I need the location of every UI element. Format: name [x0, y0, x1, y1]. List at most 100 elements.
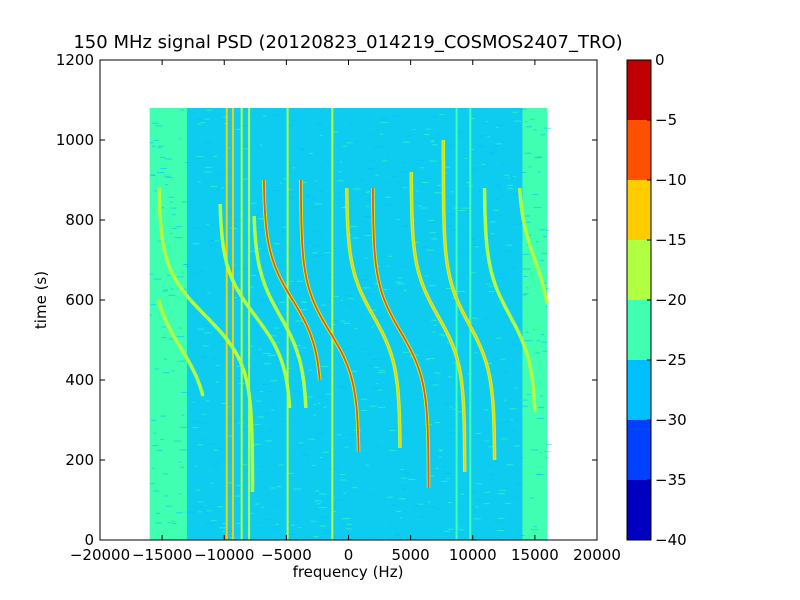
heatmap-noise-cell — [404, 225, 409, 227]
heatmap-noise-cell — [153, 278, 162, 280]
heatmap-noise-cell — [511, 344, 517, 346]
heatmap-noise-cell — [311, 465, 316, 467]
heatmap-noise-cell — [178, 493, 181, 495]
heatmap-noise-cell — [485, 164, 490, 166]
heatmap-noise-cell — [470, 150, 476, 152]
heatmap-noise-cell — [388, 255, 393, 257]
heatmap-noise-cell — [522, 253, 530, 255]
heatmap-noise-cell — [428, 219, 435, 221]
heatmap-noise-cell — [203, 164, 207, 166]
heatmap-noise-cell — [408, 478, 416, 480]
doppler-trace — [410, 172, 466, 472]
heatmap-noise-cell — [349, 370, 358, 372]
heatmap-noise-cell — [174, 440, 181, 442]
heatmap-noise-cell — [485, 232, 491, 234]
heatmap-noise-cell — [525, 121, 528, 123]
heatmap-noise-cell — [485, 120, 488, 122]
heatmap-noise-cell — [490, 233, 495, 235]
heatmap-noise-cell — [383, 288, 388, 290]
heatmap-noise-cell — [401, 477, 407, 479]
heatmap-noise-cell — [366, 134, 375, 136]
heatmap-noise-cell — [431, 319, 437, 321]
heatmap-noise-cell — [533, 207, 542, 209]
heatmap-noise-cell — [466, 181, 470, 183]
heatmap-noise-cell — [261, 300, 266, 302]
heatmap-noise-cell — [233, 227, 237, 229]
heatmap-noise-cell — [363, 363, 366, 365]
heatmap-noise-cell — [412, 505, 421, 507]
heatmap-noise-cell — [405, 434, 410, 436]
heatmap-noise-cell — [517, 529, 523, 531]
heatmap-noise-cell — [418, 503, 424, 505]
heatmap-noise-cell — [537, 171, 541, 173]
heatmap-noise-cell — [525, 126, 532, 128]
heatmap-noise-cell — [353, 141, 360, 143]
colorbar-tick-label: −35 — [655, 471, 687, 489]
heatmap-noise-cell — [340, 207, 349, 209]
heatmap-noise-cell — [417, 205, 423, 207]
heatmap-noise-cell — [149, 142, 154, 144]
heatmap-noise-cell — [175, 512, 184, 514]
heatmap-noise-cell — [498, 124, 506, 126]
heatmap-noise-cell — [425, 505, 429, 507]
heatmap-noise-cell — [197, 444, 204, 446]
colorbar-level — [627, 60, 651, 120]
heatmap-noise-cell — [506, 464, 514, 466]
heatmap-noise-cell — [196, 155, 205, 157]
heatmap-noise-cell — [152, 145, 156, 147]
heatmap-noise-cell — [242, 148, 250, 150]
heatmap-noise-cell — [157, 145, 165, 147]
heatmap-noise-cell — [292, 167, 296, 169]
heatmap-noise-cell — [478, 460, 483, 462]
x-tick-label: −20000 — [70, 546, 130, 564]
colorbar-level — [627, 300, 651, 360]
heatmap-noise-cell — [275, 523, 279, 525]
heatmap-noise-cell — [478, 210, 485, 212]
heatmap-noise-cell — [351, 487, 358, 489]
heatmap-noise-cell — [319, 456, 323, 458]
heatmap-noise-cell — [495, 520, 500, 522]
heatmap-noise-cell — [361, 279, 368, 281]
heatmap-noise-cell — [335, 141, 339, 143]
heatmap-noise-cell — [437, 134, 440, 136]
heatmap-noise-cell — [164, 158, 172, 160]
heatmap-noise-cell — [534, 157, 542, 159]
heatmap-noise-cell — [274, 243, 280, 245]
heatmap-noise-cell — [405, 135, 412, 137]
heatmap-noise-cell — [362, 287, 370, 289]
heatmap-noise-cell — [475, 246, 480, 248]
heatmap-noise-cell — [422, 181, 429, 183]
heatmap-noise-cell — [364, 257, 368, 259]
plot-area: −20000 −15000 −10000 −5000 0 5000 10000 15000 20… — [56, 51, 621, 564]
heatmap-noise-cell — [494, 198, 502, 200]
heatmap-noise-cell — [393, 534, 400, 536]
heatmap-noise-cell — [321, 304, 327, 306]
heatmap-noise-cell — [333, 319, 339, 321]
heatmap-noise-cell — [241, 464, 248, 466]
heatmap-noise-cell — [205, 166, 213, 168]
heatmap-noise-cell — [289, 533, 297, 535]
heatmap-noise-cell — [181, 201, 188, 203]
heatmap-noise-cell — [404, 209, 408, 211]
heatmap-noise-cell — [370, 332, 374, 334]
heatmap-noise-cell — [206, 510, 213, 512]
heatmap-noise-cell — [323, 406, 327, 408]
heatmap-noise-cell — [197, 422, 206, 424]
heatmap-noise-cell — [193, 400, 197, 402]
heatmap-noise-cell — [392, 176, 398, 178]
heatmap-noise-cell — [485, 463, 492, 465]
heatmap-noise-cell — [500, 358, 506, 360]
heatmap-noise-cell — [298, 442, 304, 444]
x-tick-label: −15000 — [132, 546, 192, 564]
heatmap-noise-cell — [156, 449, 163, 451]
heatmap-noise-cell — [485, 477, 489, 479]
heatmap-noise-cell — [269, 264, 272, 266]
heatmap-noise-cell — [302, 347, 306, 349]
heatmap-noise-cell — [503, 399, 507, 401]
heatmap-noise-cell — [363, 485, 368, 487]
heatmap-noise-cell — [378, 407, 386, 409]
heatmap-noise-cell — [434, 372, 441, 374]
heatmap-noise-cell — [293, 344, 301, 346]
heatmap-noise-cell — [376, 309, 383, 311]
